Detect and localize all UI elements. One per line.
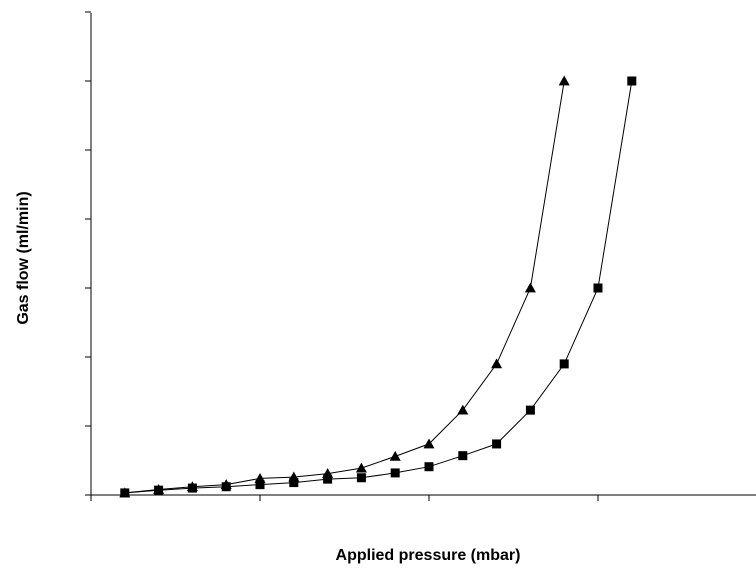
axes	[85, 11, 756, 501]
square-marker	[289, 478, 299, 488]
y-ticks	[85, 11, 91, 496]
square-marker	[390, 468, 400, 478]
series-layer	[119, 75, 637, 498]
x-ticks	[90, 495, 599, 501]
square-marker	[424, 462, 434, 472]
square-marker	[187, 483, 197, 493]
square-marker	[593, 283, 603, 293]
square-marker	[255, 480, 265, 490]
series-square	[120, 76, 637, 498]
triangle-marker	[491, 358, 503, 369]
square-marker	[356, 473, 366, 483]
triangle-marker	[423, 438, 435, 449]
x-axis-title: Applied pressure (mbar)	[336, 547, 521, 564]
series-line	[124, 80, 565, 494]
square-marker	[120, 488, 130, 498]
square-marker	[627, 76, 637, 86]
triangle-marker	[558, 75, 570, 86]
series-triangle	[119, 75, 570, 498]
y-axis-title: Gas flow (ml/min)	[15, 191, 32, 324]
square-marker	[559, 359, 569, 369]
square-marker	[154, 485, 164, 495]
square-marker	[492, 439, 502, 449]
triangle-marker	[389, 450, 401, 461]
square-marker	[221, 482, 231, 492]
square-marker	[525, 405, 535, 415]
series-line	[124, 80, 633, 494]
triangle-marker	[457, 404, 469, 415]
square-marker	[458, 451, 468, 461]
triangle-marker	[524, 282, 536, 293]
square-marker	[323, 474, 333, 484]
triangle-marker	[355, 462, 367, 473]
